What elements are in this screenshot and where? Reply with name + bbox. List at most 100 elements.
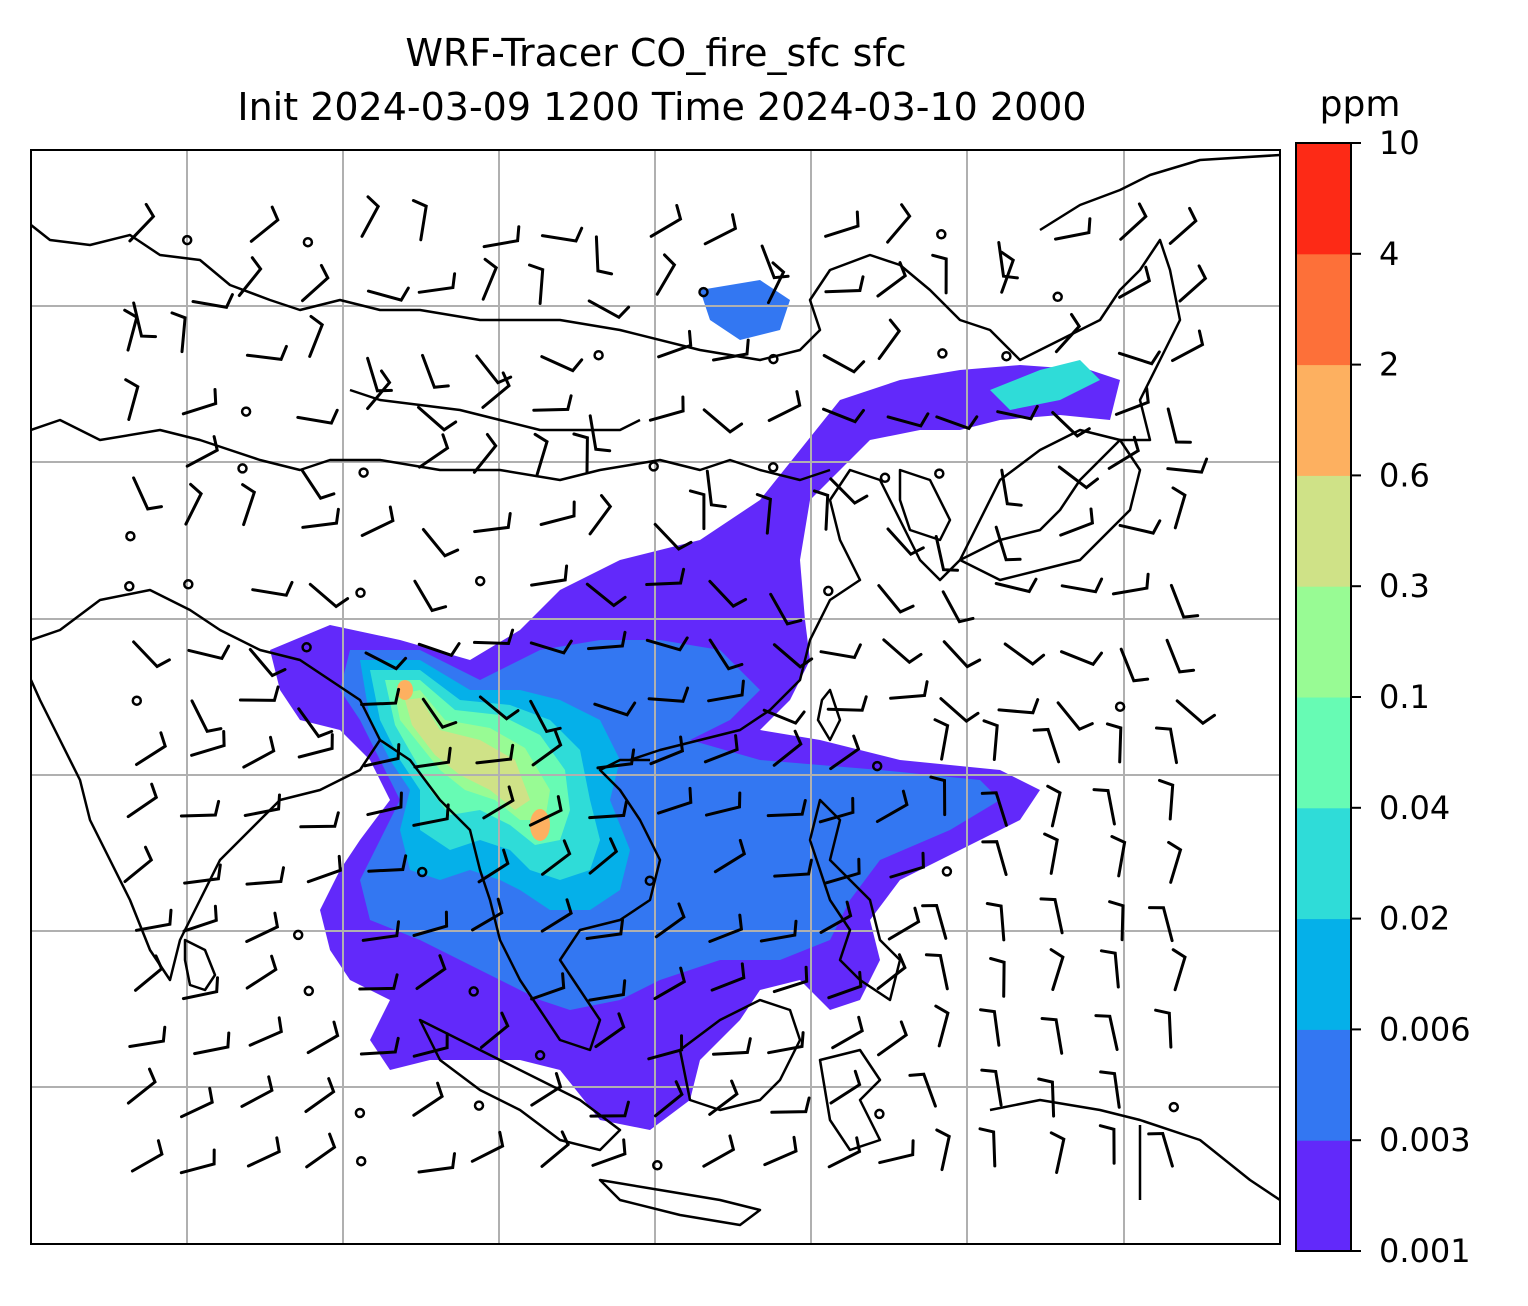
wind-barb	[649, 735, 685, 766]
wind-barb	[1039, 897, 1064, 935]
wind-barb	[471, 897, 504, 932]
wind-calm-marker	[302, 236, 314, 248]
wind-barb	[1119, 647, 1150, 683]
wind-calm-marker	[593, 349, 604, 361]
coast-lake-baikal	[349, 388, 641, 432]
coast-central-asia	[31, 418, 831, 482]
wind-barb	[712, 1037, 752, 1056]
wind-barb	[124, 378, 140, 421]
wind-barb	[767, 261, 786, 305]
wind-barb	[645, 636, 689, 652]
wind-barb	[773, 858, 813, 878]
wind-barb	[1098, 1124, 1116, 1165]
wind-barb	[1110, 835, 1127, 878]
wind-barb	[475, 743, 515, 765]
wind-barb	[249, 205, 280, 243]
wind-barb	[763, 1135, 798, 1167]
wind-barb	[1057, 465, 1099, 490]
wind-barb	[931, 253, 948, 295]
wind-barb	[645, 567, 686, 586]
wind-barb	[829, 1069, 862, 1105]
wind-barb	[980, 1068, 1003, 1107]
wind-barb	[1155, 726, 1178, 765]
coast-philippines	[808, 798, 902, 1002]
wind-barb	[367, 854, 408, 873]
wind-calm-marker	[534, 1050, 546, 1061]
wind-barb	[185, 435, 219, 468]
wind-barb	[647, 1034, 684, 1061]
wind-barb	[712, 338, 750, 362]
colorbar-tick-label: 0.6	[1379, 456, 1430, 494]
wind-barb	[982, 719, 999, 761]
wind-barb	[530, 564, 569, 587]
wind-barb	[179, 1148, 216, 1175]
colorbar-tick-label: 4	[1379, 235, 1399, 273]
wind-barb	[989, 957, 1006, 998]
wind-barb	[985, 902, 1006, 942]
wind-barb	[251, 580, 294, 597]
coast-sumatra	[418, 1018, 622, 1152]
wind-barb	[366, 286, 410, 302]
wind-barb	[421, 528, 460, 558]
wind-barb	[300, 468, 336, 500]
wind-barb	[908, 1072, 937, 1108]
colorbar-swatches	[1296, 143, 1351, 1252]
wind-barb	[248, 1016, 283, 1047]
wind-barb	[713, 838, 747, 874]
wind-barb	[306, 854, 342, 884]
wind-barb	[1111, 572, 1150, 596]
wind-barb	[688, 489, 706, 531]
wind-barb	[941, 590, 975, 624]
map-title-line2: Init 2024-03-09 1200 Time 2024-03-10 200…	[237, 85, 1086, 129]
wind-barb	[825, 857, 861, 885]
wind-barb	[767, 390, 802, 422]
wind-barb	[308, 314, 325, 358]
wind-barb	[889, 680, 929, 700]
wind-calm-marker	[416, 866, 428, 878]
wind-barb	[1054, 217, 1092, 241]
wind-barb	[1166, 407, 1192, 444]
wind-barb	[366, 791, 403, 817]
wind-barb	[473, 512, 512, 534]
wind-barb	[128, 1025, 167, 1048]
wind-barb	[418, 433, 450, 469]
wind-barb	[413, 746, 452, 769]
wind-barb	[132, 301, 157, 339]
wind-barb	[587, 299, 631, 320]
colorbar-tick-label: 2	[1379, 346, 1399, 384]
wind-barb	[237, 256, 263, 297]
wind-barb	[1147, 1131, 1174, 1168]
wind-calm-marker	[934, 468, 945, 479]
wind-barb	[1167, 840, 1183, 884]
wind-barb	[126, 1067, 157, 1105]
wind-calm-marker	[301, 642, 312, 653]
wind-barb	[587, 630, 627, 651]
wind-barb	[1154, 1008, 1173, 1049]
wind-barb	[193, 1031, 231, 1056]
colorbar-swatch	[1296, 143, 1351, 255]
wind-barb	[245, 911, 280, 943]
wind-barb	[412, 910, 449, 937]
wind-barb	[769, 592, 803, 626]
wind-barb	[245, 866, 285, 886]
wind-barb	[762, 708, 806, 725]
wind-barb	[179, 799, 221, 818]
wind-barb	[921, 903, 948, 940]
wind-barb	[1000, 250, 1016, 294]
wind-barb	[360, 505, 395, 537]
wind-barb	[238, 685, 280, 702]
wind-calm-marker	[874, 1108, 885, 1120]
wind-barb	[301, 263, 330, 303]
wind-calm-marker	[1052, 291, 1063, 303]
wind-barb	[241, 483, 257, 527]
wind-barb	[877, 584, 915, 614]
colorbar-tick-label: 0.1	[1379, 678, 1430, 716]
wind-calm-marker	[823, 585, 834, 597]
wind-barb	[767, 1031, 805, 1055]
wind-barb	[818, 796, 855, 824]
wind-barb	[980, 791, 1008, 827]
wind-barb	[981, 840, 1008, 876]
wind-calm-marker	[871, 760, 883, 772]
wind-barb	[1148, 906, 1174, 943]
